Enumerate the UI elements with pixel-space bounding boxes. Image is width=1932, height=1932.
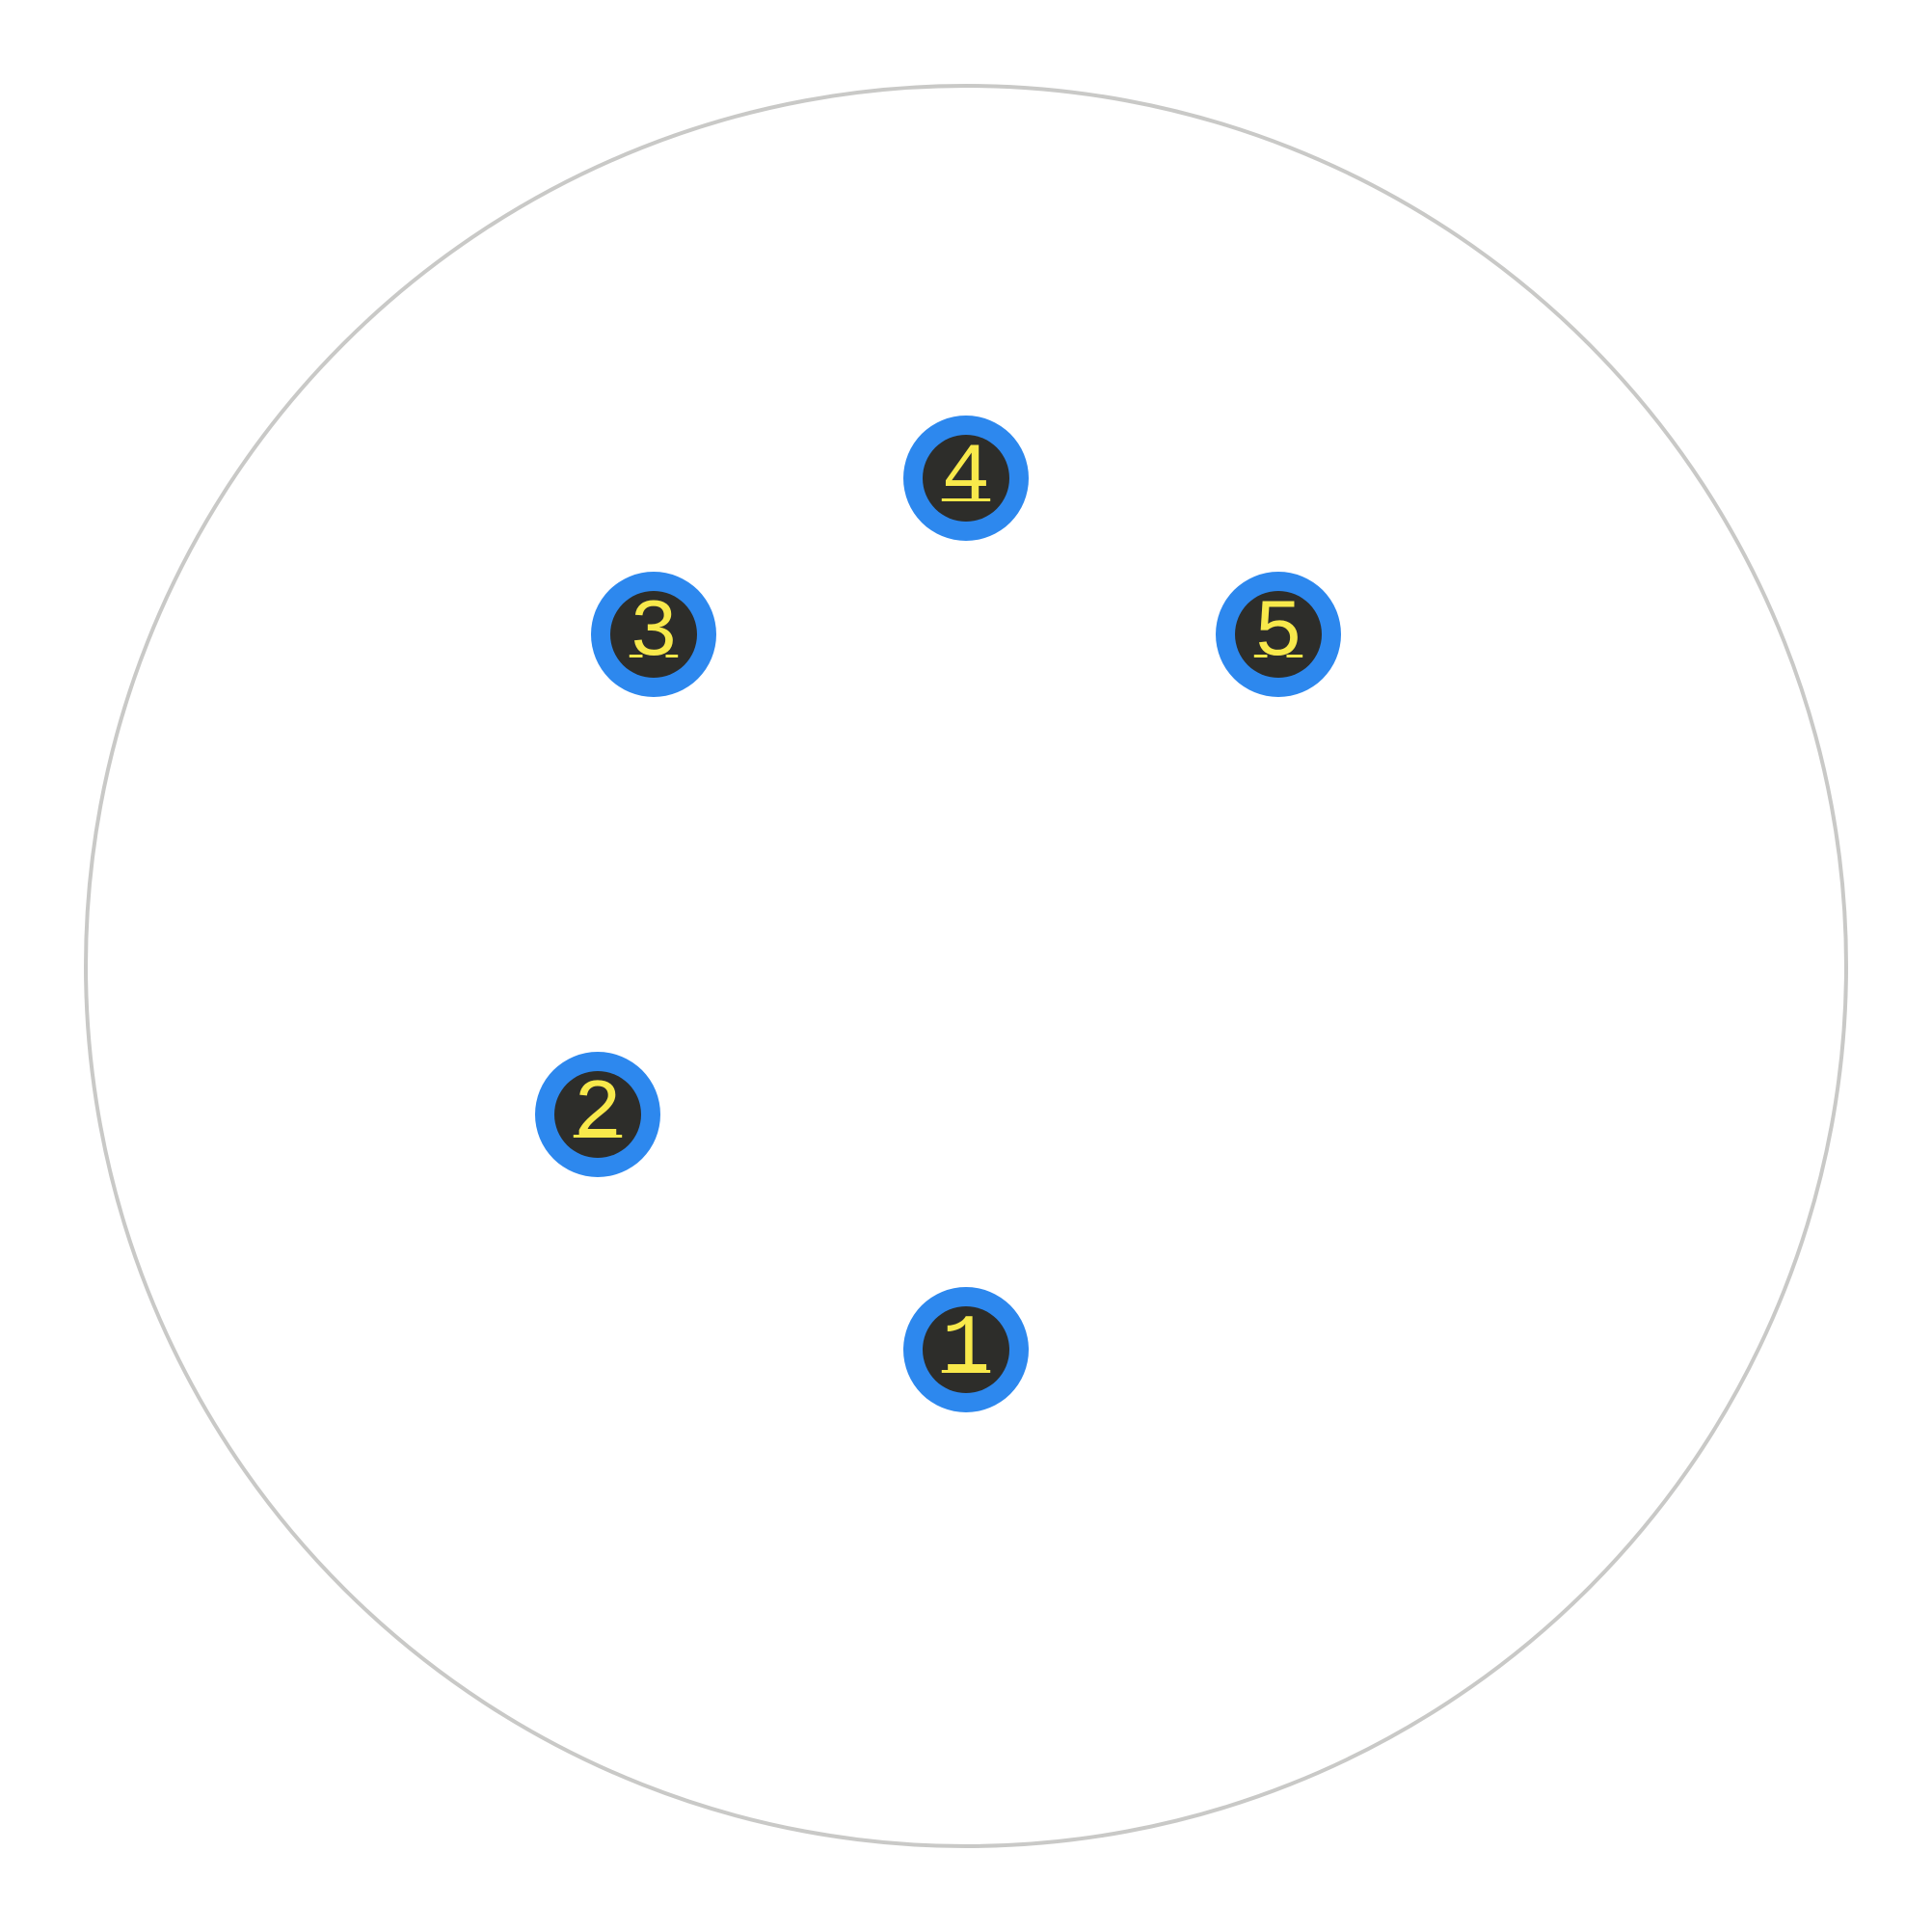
pin-1: 1	[903, 1287, 1029, 1412]
pin-3: 3	[591, 572, 716, 697]
outline-circle	[84, 84, 1848, 1848]
pin-3-label: 3	[630, 594, 678, 675]
pin-4: 4	[903, 416, 1029, 541]
pin-4-label: 4	[942, 438, 990, 519]
pin-4-hole: 4	[923, 435, 1009, 522]
pin-1-hole: 1	[923, 1306, 1009, 1393]
pin-2: 2	[535, 1052, 660, 1177]
pin-2-label: 2	[574, 1074, 622, 1155]
pin-5-hole: 5	[1235, 591, 1322, 678]
pin-5: 5	[1216, 572, 1341, 697]
pin-5-label: 5	[1254, 594, 1302, 675]
footprint-canvas: 1 2 3 4 5	[0, 0, 1932, 1932]
pin-2-hole: 2	[554, 1071, 641, 1158]
pin-1-label: 1	[942, 1309, 990, 1390]
pin-3-hole: 3	[610, 591, 697, 678]
